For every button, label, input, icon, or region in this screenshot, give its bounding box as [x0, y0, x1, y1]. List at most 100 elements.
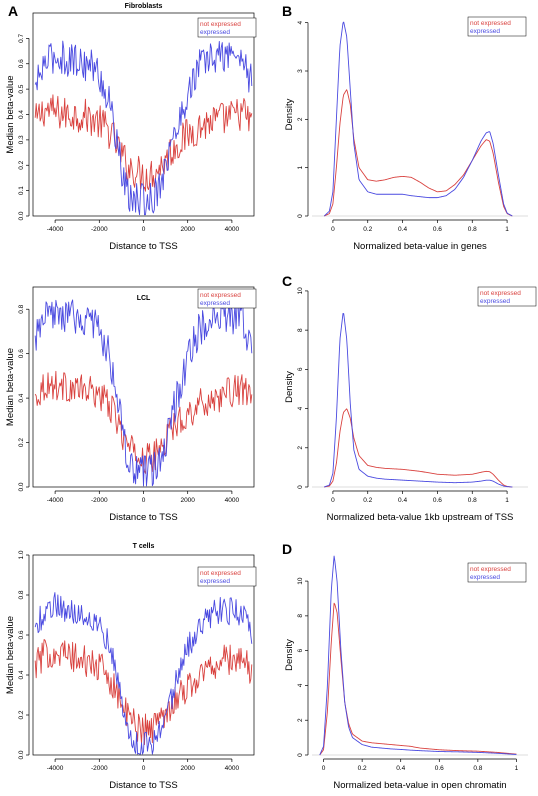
y-tick-label: 0.4 — [18, 393, 25, 402]
x-tick-label: 1 — [515, 765, 519, 772]
legend-entry: not expressed — [480, 290, 521, 297]
x-tick-label: 0.8 — [473, 765, 482, 772]
legend-box — [197, 17, 257, 38]
legend-box — [467, 16, 527, 37]
legend-entry: not expressed — [200, 292, 241, 299]
y-tick-label: 2 — [297, 446, 304, 450]
x-axis-label: Normalized beta-value 1kb upstream of TS… — [327, 512, 514, 523]
plot-frame — [32, 12, 255, 217]
x-tick-label: 0.4 — [398, 226, 407, 233]
y-tick-label: 2 — [297, 718, 304, 722]
series-line-expressed — [324, 313, 513, 488]
y-tick-label: 0 — [297, 753, 304, 757]
y-tick-label: 4 — [297, 683, 304, 687]
x-axis-label: Normalized beta-value in genes — [353, 241, 487, 252]
series-line-not-expressed — [324, 408, 513, 488]
y-tick-label: 8 — [297, 328, 304, 332]
y-tick-label: 0.8 — [18, 590, 25, 599]
x-tick-label: 4000 — [225, 226, 240, 233]
x-tick-label: 0.4 — [396, 765, 405, 772]
legend-box — [197, 288, 257, 309]
y-tick-label: 0.2 — [18, 710, 25, 719]
x-tick-label: 1 — [505, 226, 509, 233]
series-line-not-expressed — [34, 370, 253, 474]
legend-entry: expressed — [200, 29, 230, 36]
chart-title: LCL — [137, 295, 151, 302]
x-tick-label: 0.8 — [468, 497, 477, 504]
x-tick-label: -2000 — [91, 765, 108, 772]
legend-entry: expressed — [470, 28, 500, 35]
x-tick-label: 2000 — [180, 765, 195, 772]
y-axis-label: Density — [284, 98, 295, 130]
x-tick-label: 0.2 — [358, 765, 367, 772]
chart-lcl: -4000 -2000 0 2000 4000 0.0 0.2 0.4 0.6 0.8 Distan… — [5, 286, 257, 523]
y-tick-label: 3 — [297, 69, 304, 73]
legend-entry: expressed — [480, 298, 510, 305]
x-tick-label: 0.4 — [398, 497, 407, 504]
legend-entry: not expressed — [470, 566, 511, 573]
y-axis-label: Median beta-value — [5, 75, 16, 153]
y-tick-label: 0 — [297, 485, 304, 489]
y-tick-label: 0.4 — [18, 670, 25, 679]
x-axis-label: Normalized beta-value in open chromatin — [333, 780, 506, 791]
series-line-expressed — [34, 40, 253, 216]
series-line-not-expressed — [324, 89, 513, 217]
y-tick-label: 0.2 — [18, 160, 25, 169]
panel-letter-d: D — [282, 541, 292, 557]
y-tick-label: 0.1 — [18, 186, 25, 195]
series-line-expressed — [319, 555, 517, 756]
chart-fibroblasts: -4000 -2000 0 2000 4000 0.0 0.1 0.2 0.3 0.4 0.5 0.6… — [5, 3, 257, 252]
series-line-not-expressed — [34, 639, 253, 746]
y-tick-label: 4 — [297, 406, 304, 410]
plot-frame — [32, 286, 255, 488]
legend-box — [477, 286, 537, 307]
y-axis-label: Density — [284, 371, 295, 403]
y-tick-label: 0.0 — [18, 750, 25, 759]
x-tick-label: 0.6 — [433, 226, 442, 233]
x-tick-label: 0.2 — [363, 226, 372, 233]
x-tick-label: 4000 — [225, 765, 240, 772]
y-tick-label: 8 — [297, 614, 304, 618]
x-tick-label: 0.2 — [363, 497, 372, 504]
y-tick-label: 0.3 — [18, 135, 25, 144]
x-tick-label: -4000 — [47, 765, 64, 772]
x-tick-label: 0 — [142, 226, 146, 233]
series-line-not-expressed — [34, 94, 253, 192]
y-axis-label: Density — [284, 639, 295, 671]
legend-entry: expressed — [200, 300, 230, 307]
x-tick-label: 2000 — [180, 226, 195, 233]
x-tick-label: 0 — [142, 765, 146, 772]
x-axis-label: Distance to TSS — [109, 512, 177, 523]
chart-title: Fibroblasts — [125, 3, 163, 10]
series-line-expressed — [323, 21, 513, 217]
legend-box — [197, 566, 257, 587]
legend-entry: not expressed — [200, 570, 241, 577]
panel-letter-b: B — [282, 3, 292, 19]
x-tick-label: -2000 — [91, 226, 108, 233]
panel-letter-c: C — [282, 273, 292, 289]
y-tick-label: 0.2 — [18, 438, 25, 447]
y-tick-label: 0.4 — [18, 110, 25, 119]
legend-entry: expressed — [200, 578, 230, 585]
chart-density-genes: 0 0.2 0.4 0.6 0.8 1 0 1 2 3 4 Normalized beta-value… — [284, 16, 528, 252]
y-tick-label: 10 — [297, 577, 304, 585]
y-tick-label: 0 — [297, 214, 304, 218]
y-tick-label: 0.6 — [18, 630, 25, 639]
x-tick-label: 0.6 — [433, 497, 442, 504]
panel-letter-a: A — [8, 3, 18, 19]
y-tick-label: 0.0 — [18, 211, 25, 220]
x-tick-label: 0 — [142, 497, 146, 504]
series-line-expressed — [34, 592, 253, 755]
x-tick-label: -2000 — [91, 497, 108, 504]
x-tick-label: 0 — [331, 497, 335, 504]
x-axis-label: Distance to TSS — [109, 241, 177, 252]
y-tick-label: 0.8 — [18, 304, 25, 313]
legend-entry: not expressed — [200, 21, 241, 28]
x-tick-label: -4000 — [47, 226, 64, 233]
legend-entry: not expressed — [470, 20, 511, 27]
